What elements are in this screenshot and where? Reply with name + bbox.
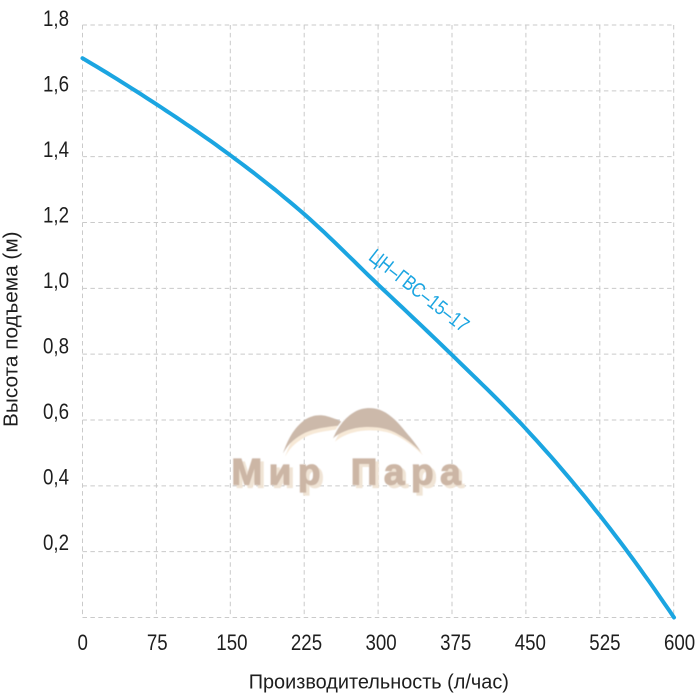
svg-text:0,4: 0,4 (43, 466, 69, 490)
svg-text:1,6: 1,6 (43, 73, 69, 97)
svg-text:150: 150 (216, 632, 247, 656)
svg-text:1,2: 1,2 (43, 204, 69, 228)
svg-text:0,8: 0,8 (43, 335, 69, 359)
svg-text:75: 75 (147, 632, 168, 656)
svg-text:Высота подъема (м): Высота подъема (м) (1, 231, 23, 427)
svg-text:Мир Пара: Мир Пара (231, 451, 467, 492)
svg-text:600: 600 (664, 632, 695, 656)
svg-text:0: 0 (77, 632, 87, 656)
svg-text:0,6: 0,6 (43, 401, 69, 425)
svg-text:1,0: 1,0 (43, 270, 69, 294)
svg-text:375: 375 (440, 632, 471, 656)
svg-text:1,4: 1,4 (43, 139, 69, 163)
svg-text:Производительность (л/час): Производительность (л/час) (249, 671, 509, 693)
svg-text:450: 450 (515, 632, 546, 656)
svg-text:525: 525 (589, 632, 620, 656)
svg-text:300: 300 (366, 632, 397, 656)
svg-text:225: 225 (291, 632, 322, 656)
svg-text:1,8: 1,8 (43, 8, 69, 32)
svg-text:Мир Пара: Мир Пара (235, 455, 471, 496)
svg-text:0,2: 0,2 (43, 532, 69, 556)
